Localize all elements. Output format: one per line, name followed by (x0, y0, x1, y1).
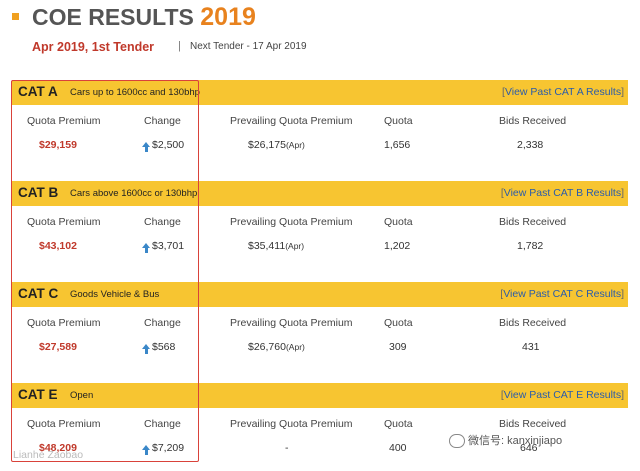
header-bids: Bids Received (499, 216, 567, 228)
prevailing-amount: $35,411 (248, 240, 286, 252)
quota-premium-value: $27,589 (39, 341, 77, 353)
change-amount: $568 (152, 341, 176, 353)
change-value: $3,701 (142, 240, 185, 253)
change-amount: $2,500 (152, 139, 185, 151)
bids-value: 2,338 (517, 139, 544, 151)
header-change: Change (144, 418, 181, 430)
category-description: Cars up to 1600cc and 130bhp (70, 87, 200, 98)
current-tender: Apr 2019, 1st Tender (32, 40, 155, 54)
page-title-year: 2019 (200, 3, 256, 31)
quota-premium-value: $29,159 (39, 139, 77, 151)
prevailing-month: (Apr) (285, 342, 305, 352)
view-past-results-label[interactable]: View Past CAT E Results (503, 389, 622, 401)
page-title: COE RESULTS 2019 (32, 3, 256, 32)
wechat-watermark: 微信号: kanxinjiapo (449, 432, 563, 449)
view-past-results-link[interactable]: [View Past CAT A Results] (502, 86, 624, 98)
header-prevailing: Prevailing Quota Premium (230, 418, 353, 430)
header-prevailing: Prevailing Quota Premium (230, 216, 353, 228)
category-code: CAT C (18, 286, 59, 301)
category-header-bar (12, 383, 628, 408)
change-value: $2,500 (142, 139, 185, 152)
header-quota-premium: Quota Premium (27, 317, 101, 329)
header-prevailing: Prevailing Quota Premium (230, 317, 353, 329)
category-code: CAT A (18, 84, 58, 99)
quota-value: 1,202 (384, 240, 411, 252)
next-tender: Next Tender - 17 Apr 2019 (190, 41, 307, 52)
title-bullet (12, 13, 19, 20)
category-description: Open (70, 390, 94, 401)
prevailing-value: $35,411(Apr) (248, 240, 304, 252)
quota-value: 309 (389, 341, 407, 353)
view-past-results-link[interactable]: [View Past CAT E Results] (500, 389, 624, 401)
view-past-results-label[interactable]: View Past CAT B Results (503, 187, 622, 199)
category-header-bar (12, 80, 628, 105)
category-description: Cars above 1600cc or 130bhp (70, 188, 198, 199)
header-quota: Quota (384, 317, 413, 329)
category-code: CAT E (18, 387, 58, 402)
arrow-up-icon (142, 243, 150, 253)
prevailing-value: $26,760(Apr) (248, 341, 305, 353)
prevailing-value: $26,175(Apr) (248, 139, 305, 151)
arrow-up-icon (142, 344, 150, 354)
view-past-results-label[interactable]: View Past CAT C Results (503, 288, 622, 300)
header-change: Change (144, 216, 181, 228)
quota-premium-value: $48,209 (39, 442, 77, 454)
header-quota: Quota (384, 115, 413, 127)
view-past-results-link[interactable]: [View Past CAT C Results] (500, 288, 624, 300)
wechat-id: 微信号: kanxinjiapo (468, 435, 563, 447)
prevailing-amount: $26,175 (248, 139, 286, 151)
quota-value: 1,656 (384, 139, 411, 151)
change-value: $7,209 (142, 442, 185, 455)
prevailing-amount: - (285, 442, 289, 454)
quota-premium-value: $43,102 (39, 240, 77, 252)
prevailing-value: - (285, 442, 289, 454)
header-separator: | (178, 40, 181, 52)
bids-value: 646 (520, 442, 538, 454)
change-value: $568 (142, 341, 176, 354)
view-past-results-label[interactable]: View Past CAT A Results (504, 86, 622, 98)
category-panel-e: CAT E Open [View Past CAT E Results] Quo… (12, 383, 628, 471)
bids-value: 1,782 (517, 240, 544, 252)
wechat-icon (449, 434, 465, 449)
header-change: Change (144, 115, 181, 127)
change-amount: $3,701 (152, 240, 185, 252)
header-quota: Quota (384, 216, 413, 228)
category-description: Goods Vehicle & Bus (70, 289, 160, 300)
arrow-up-icon (142, 445, 150, 455)
header-bids: Bids Received (499, 317, 567, 329)
header-bids: Bids Received (499, 115, 567, 127)
quota-value: 400 (389, 442, 407, 454)
prevailing-month: (Apr) (285, 241, 305, 251)
page-title-main: COE RESULTS (32, 4, 194, 30)
category-panel-b: CAT B Cars above 1600cc or 130bhp [View … (12, 181, 628, 279)
header-quota: Quota (384, 418, 413, 430)
view-past-results-link[interactable]: [View Past CAT B Results] (500, 187, 624, 199)
category-header-bar (12, 181, 628, 206)
header-quota-premium: Quota Premium (27, 115, 101, 127)
category-code: CAT B (18, 185, 59, 200)
header-bids: Bids Received (499, 418, 567, 430)
category-panel-c: CAT C Goods Vehicle & Bus [View Past CAT… (12, 282, 628, 380)
arrow-up-icon (142, 142, 150, 152)
header-prevailing: Prevailing Quota Premium (230, 115, 353, 127)
header-quota-premium: Quota Premium (27, 418, 101, 430)
change-amount: $7,209 (152, 442, 185, 454)
prevailing-month: (Apr) (285, 140, 305, 150)
bids-value: 431 (522, 341, 540, 353)
header-quota-premium: Quota Premium (27, 216, 101, 228)
source-watermark: Lianhe Zaobao (13, 449, 84, 461)
category-panel-a: CAT A Cars up to 1600cc and 130bhp [View… (12, 80, 628, 178)
category-header-bar (12, 282, 628, 307)
prevailing-amount: $26,760 (248, 341, 286, 353)
header-change: Change (144, 317, 181, 329)
